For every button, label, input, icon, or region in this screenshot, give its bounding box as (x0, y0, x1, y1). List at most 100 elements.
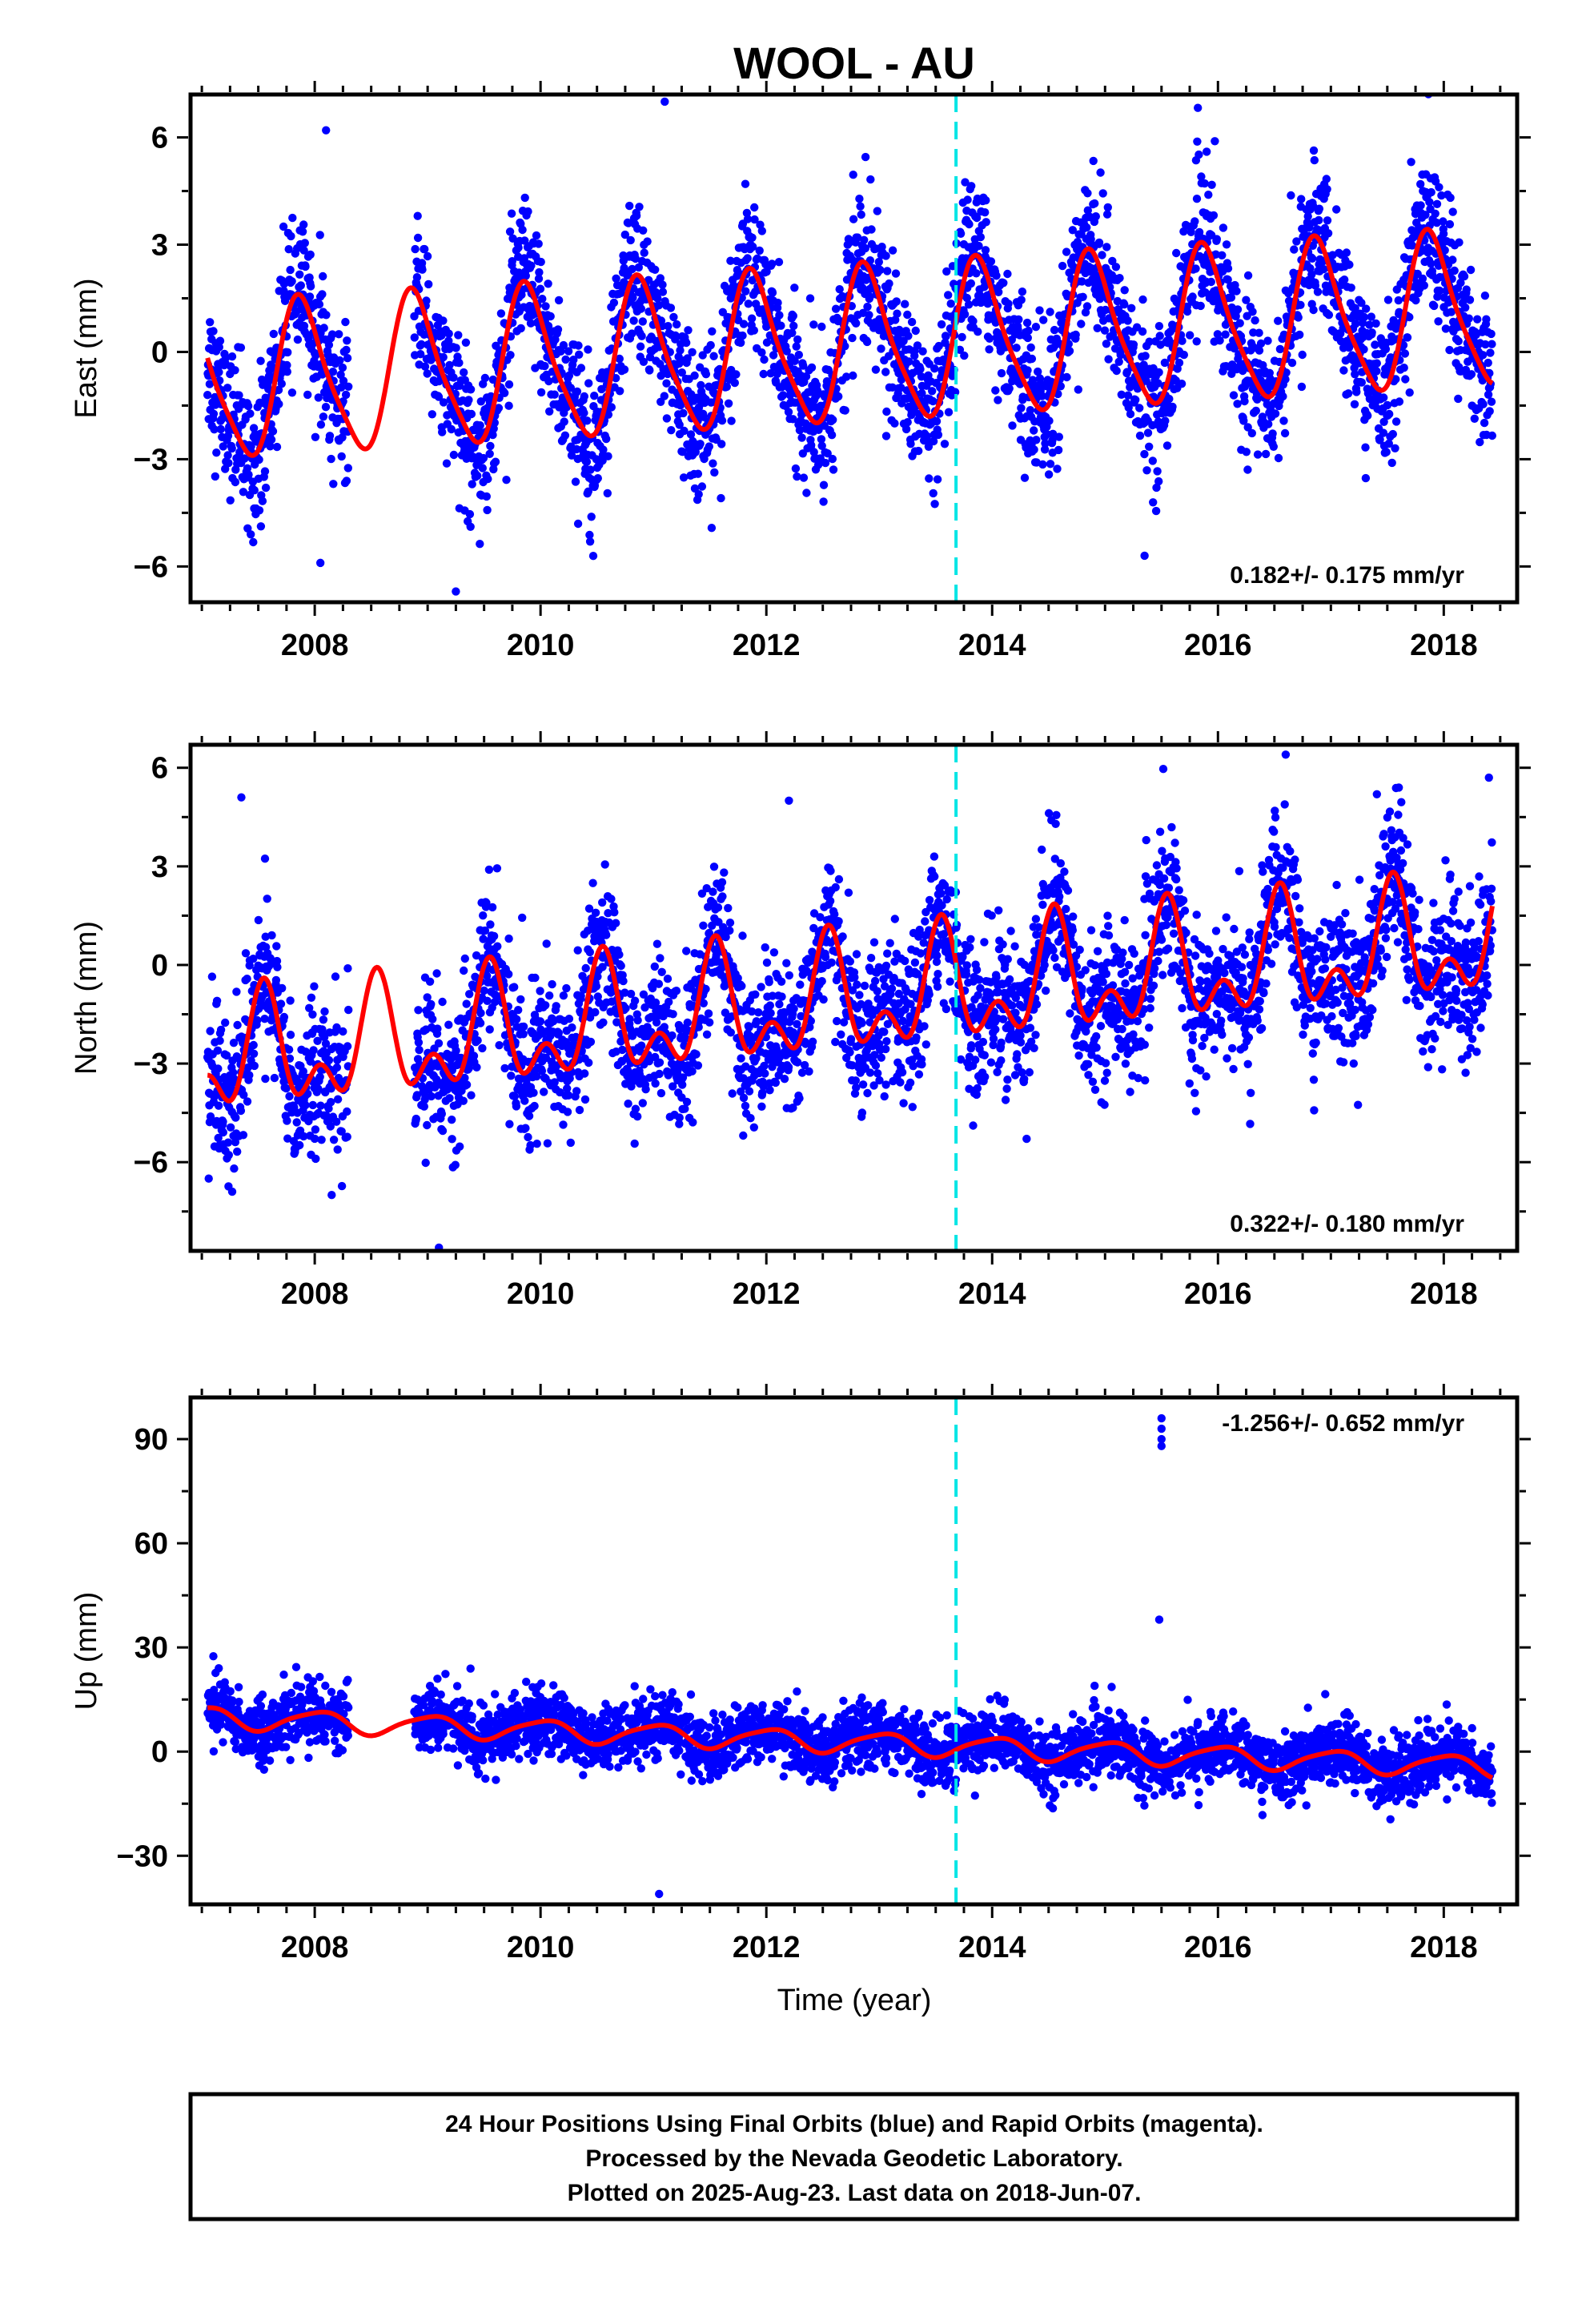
data-point-outlier (1140, 551, 1149, 561)
data-point (1487, 397, 1496, 406)
data-point (600, 860, 609, 869)
data-point (561, 355, 570, 364)
data-point (1083, 206, 1093, 215)
data-point (231, 477, 240, 487)
data-point (233, 1147, 242, 1156)
data-point (1138, 295, 1147, 304)
data-point (1154, 368, 1163, 377)
data-point (568, 1023, 576, 1032)
data-point (1480, 418, 1489, 428)
data-point (604, 452, 612, 460)
data-point (911, 326, 920, 336)
data-point (680, 426, 689, 436)
data-point (1482, 315, 1491, 324)
data-point (741, 179, 750, 188)
data-point (465, 990, 474, 999)
data-point (1261, 449, 1271, 459)
data-point (791, 464, 801, 473)
data-point (1399, 364, 1408, 372)
data-point (504, 380, 514, 389)
data-point (327, 330, 337, 339)
data-point (286, 265, 295, 275)
data-point (510, 1092, 520, 1101)
y-tick-label: 0 (151, 336, 168, 369)
data-point (491, 457, 500, 466)
data-point (564, 1091, 573, 1100)
data-point (545, 991, 554, 1000)
data-point (1416, 179, 1425, 189)
data-point (343, 336, 351, 345)
data-point (283, 368, 291, 376)
data-point (544, 321, 553, 331)
data-point (337, 452, 346, 461)
data-point (488, 375, 498, 384)
data-point (907, 317, 917, 327)
data-point (982, 196, 990, 205)
data-point (314, 1084, 323, 1093)
data-point (615, 950, 624, 959)
data-point (650, 962, 659, 971)
data-point (1098, 251, 1106, 259)
data-point (479, 911, 488, 920)
data-point (1123, 316, 1132, 325)
data-point (566, 384, 575, 392)
data-point (1017, 404, 1026, 412)
data-point (289, 1136, 299, 1146)
data-point (627, 1082, 636, 1091)
data-point (1120, 300, 1129, 309)
data-point (633, 1015, 642, 1025)
data-point (799, 361, 808, 370)
data-point (1207, 277, 1216, 287)
data-point (737, 982, 746, 991)
data-point (1351, 370, 1359, 379)
data-point (1484, 358, 1492, 368)
data-point (1448, 207, 1457, 216)
data-point (247, 442, 255, 451)
data-point (519, 1022, 528, 1031)
data-point (1201, 288, 1210, 297)
data-point (562, 983, 571, 993)
data-point (244, 470, 253, 479)
data-point (1186, 331, 1195, 340)
data-point (343, 354, 352, 363)
data-point (226, 496, 235, 505)
data-point (587, 513, 596, 521)
data-point (688, 348, 697, 356)
data-point (449, 373, 458, 382)
data-point (1219, 223, 1228, 232)
data-point (315, 1072, 324, 1082)
data-point (540, 361, 549, 371)
data-point (224, 459, 233, 468)
data-point (483, 971, 492, 980)
data-point (678, 448, 687, 456)
data-point (508, 234, 517, 243)
data-point (635, 203, 644, 211)
data-point (1151, 506, 1161, 516)
data-point (421, 1158, 430, 1168)
data-point (311, 351, 320, 360)
data-point (1104, 355, 1113, 364)
data-point (507, 1072, 516, 1080)
data-point (1361, 473, 1371, 483)
data-point (1385, 409, 1394, 419)
data-point (782, 347, 791, 356)
data-point (1195, 227, 1204, 237)
data-point (709, 887, 717, 896)
data-point (299, 1132, 308, 1141)
data-point (750, 215, 759, 224)
data-point (444, 329, 453, 338)
data-point (1094, 238, 1104, 247)
data-point (580, 392, 588, 401)
data-point (1223, 264, 1233, 273)
data-point (1256, 339, 1266, 348)
data-point (519, 1030, 528, 1039)
data-point (1135, 404, 1144, 412)
data-point (679, 408, 688, 418)
data-point (701, 370, 711, 379)
data-point (914, 446, 923, 456)
data-point (514, 1006, 523, 1015)
data-point (1391, 375, 1400, 384)
data-point (960, 351, 969, 360)
data-point (411, 244, 420, 254)
data-point (675, 420, 684, 429)
